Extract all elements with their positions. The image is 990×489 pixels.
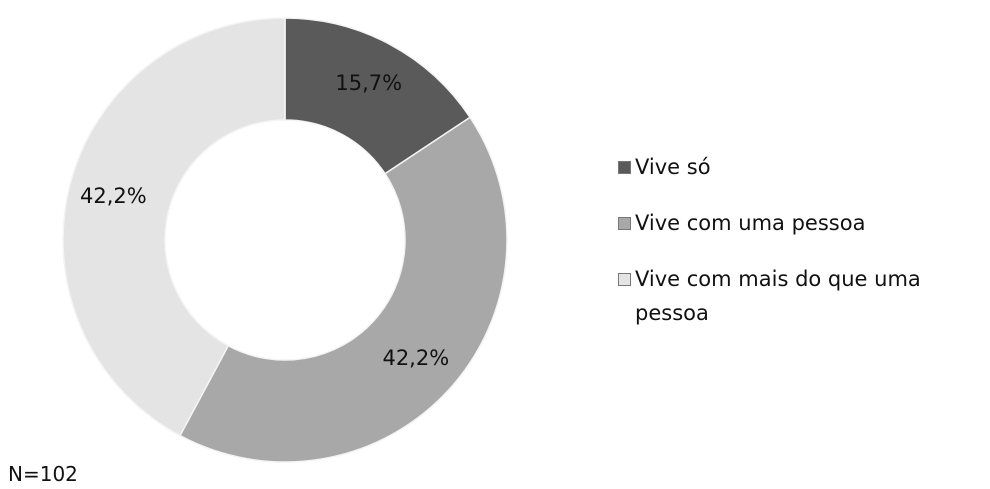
data-label: 42,2%: [80, 184, 147, 208]
donut-slice: [178, 116, 508, 463]
legend-item: Vive com mais do que uma pessoa: [618, 262, 948, 330]
donut-slice: [284, 17, 472, 175]
legend-item: Vive com uma pessoa: [618, 206, 948, 240]
legend-swatch: [618, 273, 631, 286]
legend-swatch: [618, 217, 631, 230]
legend-label: Vive só: [635, 155, 711, 179]
legend-label: Vive com mais do que uma pessoa: [635, 267, 921, 325]
legend-label: Vive com uma pessoa: [635, 211, 866, 235]
donut-slice: [62, 17, 286, 437]
legend: Vive só Vive com uma pessoa Vive com mais …: [618, 150, 948, 352]
data-label: 15,7%: [335, 71, 402, 95]
annotation: N=102: [8, 462, 78, 486]
legend-swatch: [618, 161, 631, 174]
data-label: 42,2%: [382, 346, 449, 370]
legend-item: Vive só: [618, 150, 948, 184]
chart: 15,7% 42,2% 42,2%: [62, 17, 508, 463]
